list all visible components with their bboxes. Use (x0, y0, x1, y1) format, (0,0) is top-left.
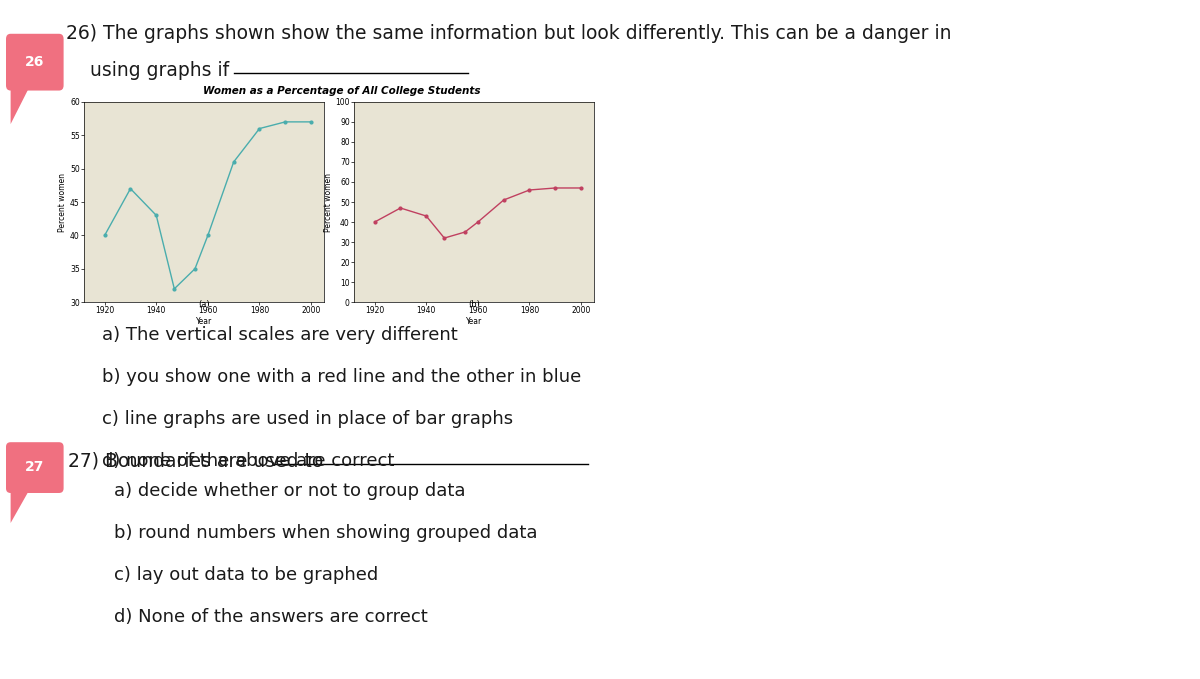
X-axis label: Year: Year (466, 316, 482, 326)
Text: 26) The graphs shown show the same information but look differently. This can be: 26) The graphs shown show the same infor… (66, 24, 952, 43)
Text: b) you show one with a red line and the other in blue: b) you show one with a red line and the … (102, 368, 581, 386)
FancyBboxPatch shape (6, 34, 64, 90)
Text: b) round numbers when showing grouped data: b) round numbers when showing grouped da… (114, 524, 538, 543)
Y-axis label: Percent women: Percent women (59, 172, 67, 232)
Text: Women as a Percentage of All College Students: Women as a Percentage of All College Stu… (203, 86, 481, 96)
Polygon shape (11, 488, 30, 523)
Text: a) decide whether or not to group data: a) decide whether or not to group data (114, 482, 466, 500)
Text: c) line graphs are used in place of bar graphs: c) line graphs are used in place of bar … (102, 410, 514, 428)
Text: 27: 27 (25, 460, 44, 474)
Text: d) None of the answers are correct: d) None of the answers are correct (114, 608, 427, 627)
Polygon shape (11, 86, 30, 124)
Text: 27) Boundaries are used to: 27) Boundaries are used to (68, 452, 324, 471)
FancyBboxPatch shape (6, 442, 64, 493)
Y-axis label: Percent women: Percent women (324, 172, 332, 232)
X-axis label: Year: Year (196, 316, 212, 326)
Text: using graphs if: using graphs if (90, 61, 229, 80)
Text: d) none of the above are correct: d) none of the above are correct (102, 452, 395, 471)
Text: 26: 26 (25, 54, 44, 69)
Text: c) lay out data to be graphed: c) lay out data to be graphed (114, 566, 378, 585)
Text: a) The vertical scales are very different: a) The vertical scales are very differen… (102, 326, 457, 344)
Text: (a): (a) (198, 300, 210, 309)
Text: (b): (b) (468, 300, 480, 309)
